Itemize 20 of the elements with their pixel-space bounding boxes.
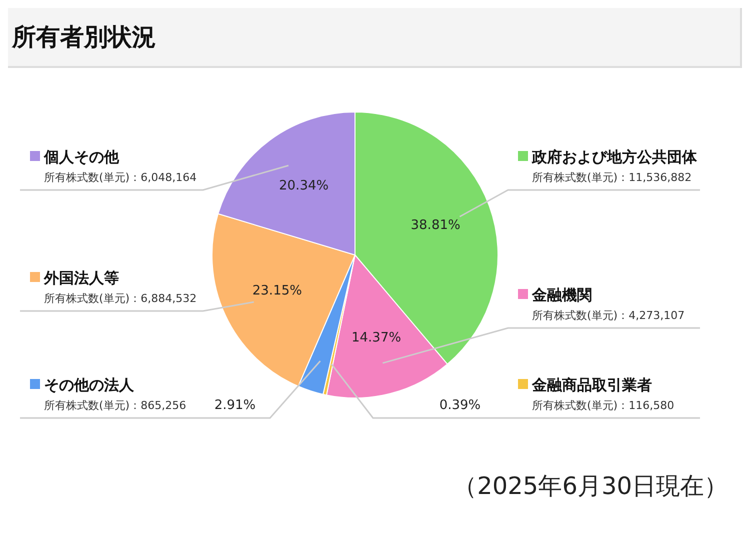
- text: 所有株式数(単元)：865,256: [44, 399, 186, 412]
- text: 所有株式数(単元)：11,536,882: [532, 171, 692, 184]
- legend-label: 政府および地方公共団体: [531, 148, 698, 166]
- legend-label: 金融機関: [531, 286, 592, 304]
- text: 所有株式数(単元)：6,048,164: [44, 171, 197, 184]
- data-label: 2.91%: [214, 398, 256, 413]
- legend-label: 個人その他: [43, 148, 120, 166]
- legend-label: 金融商品取引業者: [531, 376, 652, 394]
- legend-label: 外国法人等: [43, 269, 119, 287]
- text: 所有株式数(単元)：116,580: [532, 399, 674, 412]
- data-label: 20.34%: [279, 178, 329, 194]
- text: （2025年6月30日現在）: [453, 471, 728, 502]
- text: 所有株式数(単元)：4,273,107: [532, 309, 685, 322]
- data-label: 14.37%: [352, 330, 402, 346]
- text: 所有株式数(単元)：6,884,532: [44, 292, 197, 305]
- data-label: 38.81%: [410, 218, 460, 233]
- data-label: 0.39%: [439, 398, 481, 413]
- data-label: 23.15%: [252, 284, 302, 299]
- legend-label: その他の法人: [44, 376, 135, 394]
- chart-title: 所有者別状況: [12, 22, 156, 53]
